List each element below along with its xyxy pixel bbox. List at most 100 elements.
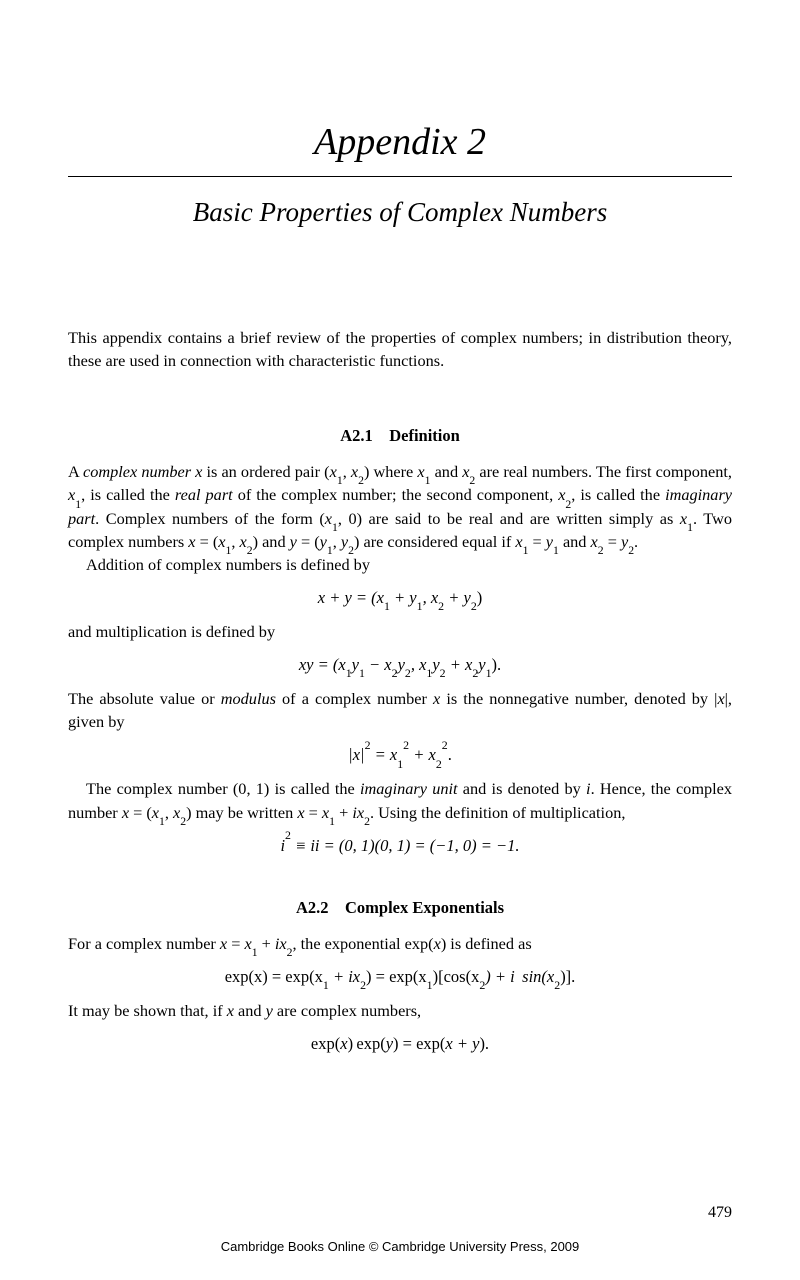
sub: 1 bbox=[327, 544, 333, 557]
eq-text: ). bbox=[479, 1034, 489, 1053]
sub: 2 bbox=[471, 599, 477, 613]
text: The complex number (0, 1) is called the bbox=[86, 779, 360, 798]
imaginary-unit-para: The complex number (0, 1) is called the … bbox=[68, 777, 732, 823]
equation-multiplication: xy = (x1y1 − x2y2, x1y2 + x2y1). bbox=[68, 655, 732, 675]
text: and bbox=[430, 462, 462, 481]
var: y bbox=[320, 532, 327, 551]
text: For a complex number bbox=[68, 934, 220, 953]
eq-text: . bbox=[448, 745, 452, 764]
text: It may be shown that, if bbox=[68, 1001, 227, 1020]
sub: 1 bbox=[332, 521, 338, 534]
equation-exp-product: exp(x) exp(y) = exp(x + y). bbox=[68, 1034, 732, 1054]
eq-text: y bbox=[478, 655, 485, 674]
var: ix bbox=[275, 934, 287, 953]
var: x bbox=[244, 934, 251, 953]
eq-text: ) + i sin(x bbox=[485, 967, 554, 986]
sup: 2 bbox=[285, 828, 291, 842]
text: and bbox=[559, 532, 591, 551]
eq-text: ) = exp(x bbox=[366, 967, 427, 986]
sub: 2 bbox=[598, 544, 604, 557]
exp-def-para: For a complex number x = x1 + ix2, the e… bbox=[68, 932, 732, 955]
sub: 2 bbox=[554, 978, 560, 992]
sub: 1 bbox=[417, 599, 423, 613]
eq-text: x + y = (x bbox=[318, 588, 384, 607]
var: x bbox=[325, 509, 332, 528]
term-modulus: modulus bbox=[221, 689, 276, 708]
eq-text: + y bbox=[444, 588, 471, 607]
var: x bbox=[220, 934, 227, 953]
sub: 1 bbox=[553, 544, 559, 557]
sub: 2 bbox=[180, 815, 186, 828]
sub: 2 bbox=[436, 757, 442, 771]
appendix-title: Appendix 2 bbox=[68, 120, 732, 164]
eq-text: = x bbox=[371, 745, 398, 764]
sub: 2 bbox=[479, 978, 485, 992]
var: x bbox=[515, 532, 522, 551]
text: . bbox=[634, 532, 638, 551]
eq-text: + ix bbox=[329, 967, 360, 986]
var: x bbox=[434, 934, 441, 953]
sub: 1 bbox=[384, 599, 390, 613]
eq-text: ). bbox=[492, 655, 502, 674]
text: is an ordered pair ( bbox=[202, 462, 329, 481]
sup: 2 bbox=[442, 738, 448, 752]
eq-text: ) bbox=[477, 588, 483, 607]
eq-text: y bbox=[398, 655, 405, 674]
sub: 1 bbox=[252, 946, 258, 959]
text: ) where bbox=[364, 462, 417, 481]
sub: 2 bbox=[628, 544, 634, 557]
var: x bbox=[417, 462, 424, 481]
modulus-para: The absolute value or modulus of a compl… bbox=[68, 687, 732, 733]
sub: 2 bbox=[472, 666, 478, 680]
text: , is called the bbox=[571, 485, 665, 504]
exp-product-para: It may be shown that, if x and y are com… bbox=[68, 999, 732, 1022]
var: x bbox=[717, 689, 724, 708]
sub: 1 bbox=[323, 978, 329, 992]
eq-text: , x bbox=[423, 588, 439, 607]
var: y bbox=[546, 532, 553, 551]
var: x bbox=[188, 532, 195, 551]
sub: 2 bbox=[392, 666, 398, 680]
footer-copyright: Cambridge Books Online © Cambridge Unive… bbox=[0, 1239, 800, 1254]
definition-para: A complex number x is an ordered pair (x… bbox=[68, 460, 732, 553]
sub: 2 bbox=[438, 599, 444, 613]
sub: 1 bbox=[359, 666, 365, 680]
sup: 2 bbox=[365, 738, 371, 752]
sub: 1 bbox=[687, 521, 693, 534]
text: ) is defined as bbox=[441, 934, 532, 953]
text: The absolute value or bbox=[68, 689, 221, 708]
eq-text: y bbox=[352, 655, 359, 674]
sup: 2 bbox=[403, 738, 409, 752]
var: x bbox=[240, 532, 247, 551]
term-complex-number: complex number x bbox=[83, 462, 202, 481]
eq-text: |x| bbox=[348, 745, 364, 764]
sub: 1 bbox=[159, 815, 165, 828]
text: are complex numbers, bbox=[273, 1001, 421, 1020]
sub: 1 bbox=[75, 498, 81, 511]
sub: 1 bbox=[329, 815, 335, 828]
var: y bbox=[266, 1001, 273, 1020]
var: y bbox=[290, 532, 297, 551]
equation-modulus: |x|2 = x12 + x22. bbox=[68, 745, 732, 765]
sub: 1 bbox=[426, 666, 432, 680]
text: of a complex number bbox=[276, 689, 433, 708]
sub: 1 bbox=[397, 757, 403, 771]
sub: 2 bbox=[364, 815, 370, 828]
equation-exp-def: exp(x) = exp(x1 + ix2) = exp(x1)[cos(x2)… bbox=[68, 967, 732, 987]
text: . Using the definition of multiplication… bbox=[370, 803, 626, 822]
eq-text: exp( bbox=[311, 1034, 340, 1053]
text: , 0) are said to be real and are written… bbox=[338, 509, 680, 528]
sub: 1 bbox=[337, 474, 343, 487]
var: x bbox=[297, 803, 304, 822]
var-x1: x bbox=[330, 462, 337, 481]
sub: 1 bbox=[486, 666, 492, 680]
title-rule bbox=[68, 176, 732, 177]
var: x bbox=[227, 1001, 234, 1020]
var: x bbox=[152, 803, 159, 822]
equation-i-squared: i2 ≡ ii = (0, 1)(0, 1) = (−1, 0) = −1. bbox=[68, 836, 732, 856]
eq-text: )[cos(x bbox=[433, 967, 480, 986]
text: , is called the bbox=[81, 485, 175, 504]
text: and is denoted by bbox=[458, 779, 587, 798]
text: , the exponential exp( bbox=[293, 934, 434, 953]
eq-text: + x bbox=[409, 745, 436, 764]
